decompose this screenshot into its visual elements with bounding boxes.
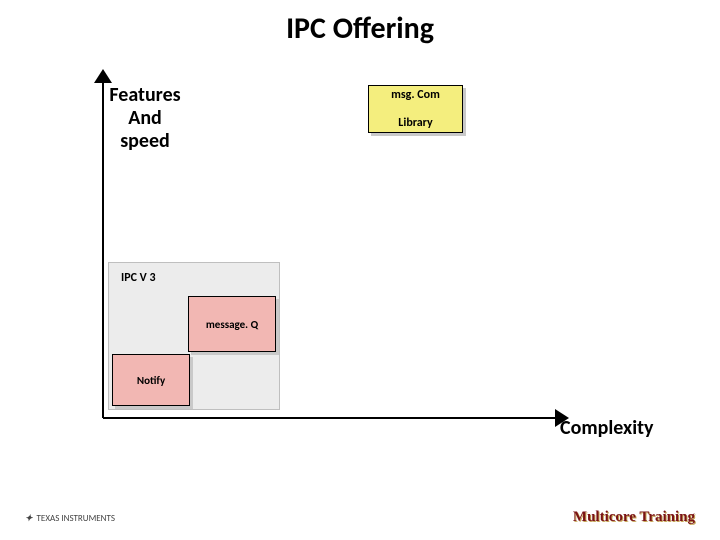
page-title: IPC Offering xyxy=(0,10,720,47)
y-axis-label-line3: speed xyxy=(120,129,170,153)
msgcom-box: msg. Com Library xyxy=(368,85,463,133)
messageq-box: message. Q xyxy=(188,296,276,352)
msgcom-label-line2: Library xyxy=(391,116,440,130)
x-axis-line xyxy=(103,417,555,419)
x-axis-label: Complexity xyxy=(560,416,654,440)
y-axis-label-line2: And xyxy=(128,106,162,130)
y-axis-label: Features And speed xyxy=(90,84,200,153)
slide: IPC Offering Features And speed Complexi… xyxy=(0,0,720,540)
y-axis-label-line1: Features xyxy=(109,83,180,107)
footer-logo-text: TEXAS INSTRUMENTS xyxy=(37,513,115,524)
ti-logo-icon: ✦ xyxy=(25,513,33,524)
messageq-label: message. Q xyxy=(206,318,258,331)
footer-logo: ✦ TEXAS INSTRUMENTS xyxy=(25,513,115,524)
notify-box: Notify xyxy=(112,354,190,406)
notify-label: Notify xyxy=(137,374,165,387)
footer-right-text: Multicore Training xyxy=(573,509,695,526)
ipcv3-title: IPC V 3 xyxy=(121,271,156,285)
y-axis-arrow xyxy=(94,69,112,83)
msgcom-label-line1: msg. Com xyxy=(391,88,440,102)
